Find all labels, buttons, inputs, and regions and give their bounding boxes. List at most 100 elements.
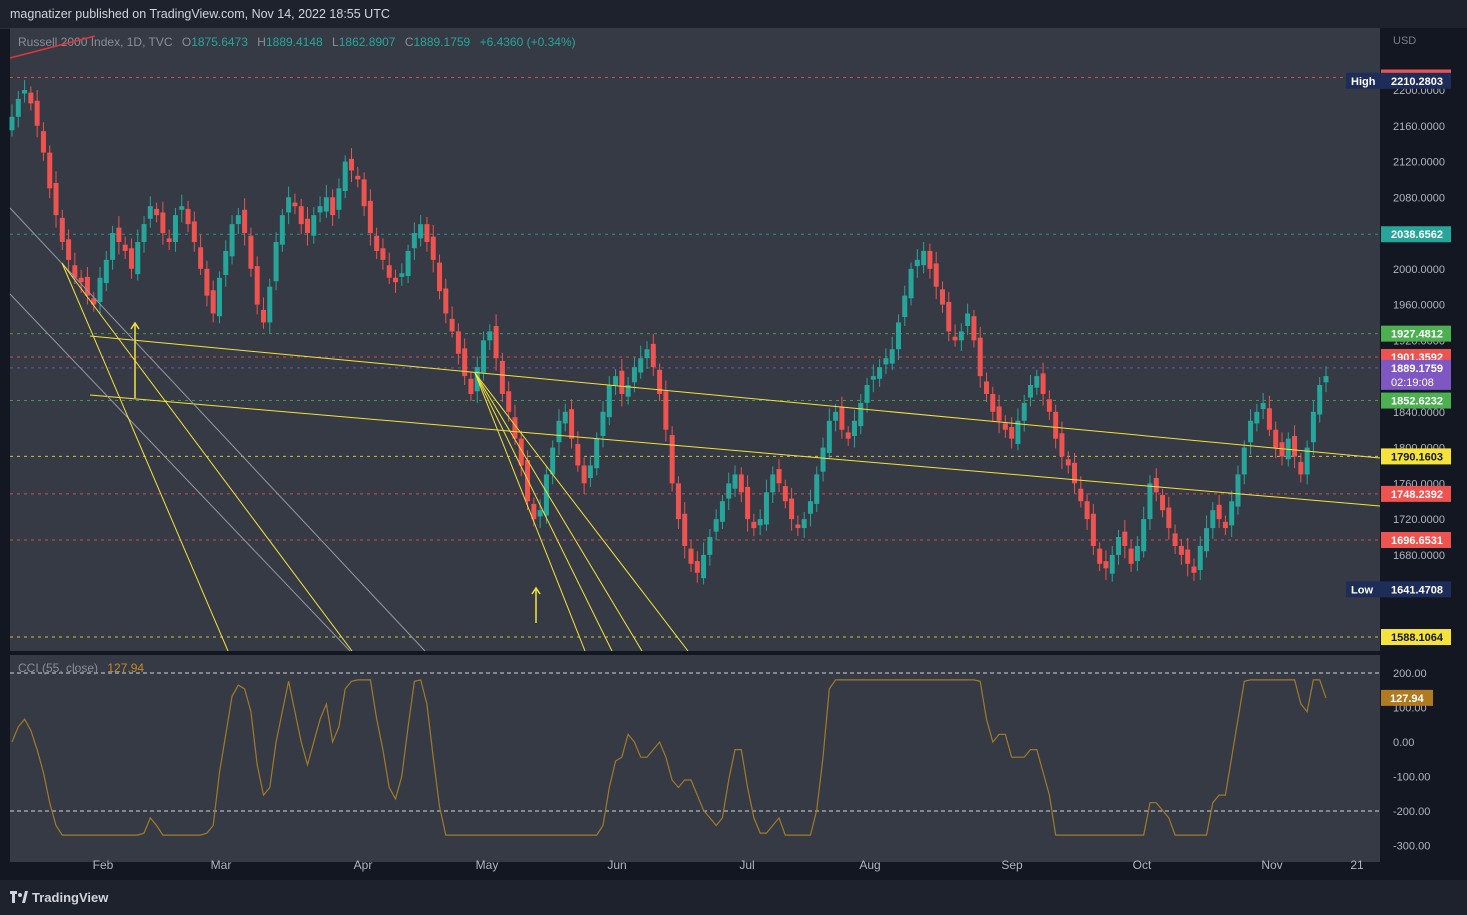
candle-body bbox=[411, 233, 417, 249]
candle-body bbox=[1266, 408, 1272, 430]
cci-value-marker bbox=[1381, 689, 1433, 706]
candle-body bbox=[260, 309, 266, 323]
candle-body bbox=[110, 233, 116, 260]
candle-body bbox=[587, 465, 593, 478]
main-pane[interactable] bbox=[10, 28, 1380, 651]
candle-body bbox=[550, 447, 556, 475]
candle-body bbox=[1009, 427, 1015, 439]
candle-body bbox=[1172, 533, 1178, 546]
candle-body bbox=[613, 376, 619, 386]
candle-body bbox=[833, 411, 839, 421]
price-marker-label: 2038.6562 bbox=[1391, 229, 1443, 241]
cci-value: 127.94 bbox=[107, 661, 144, 675]
candle-body bbox=[726, 483, 732, 499]
price-marker-label: 1696.6531 bbox=[1391, 535, 1443, 547]
candle-body bbox=[198, 247, 204, 269]
candlesticks bbox=[9, 80, 1329, 585]
candle-body bbox=[493, 326, 499, 359]
candle-body bbox=[204, 268, 210, 296]
candle-body bbox=[1292, 435, 1298, 457]
time-tick-label: 21 bbox=[1350, 858, 1364, 872]
candle-body bbox=[1028, 385, 1034, 398]
time-tick-label: Jun bbox=[607, 858, 626, 872]
candle-body bbox=[675, 483, 681, 520]
price-tick-label: 1960.0000 bbox=[1393, 300, 1445, 312]
candle-body bbox=[47, 152, 53, 189]
cci-tick-label: -300.00 bbox=[1393, 841, 1430, 853]
time-tick-label: Apr bbox=[354, 858, 373, 872]
candle-body bbox=[1015, 420, 1021, 445]
candle-body bbox=[1248, 420, 1254, 443]
price-marker bbox=[1381, 325, 1451, 342]
candle-body bbox=[619, 370, 625, 394]
chart-area[interactable]: USD 2200.00002160.00002120.00002080.0000… bbox=[0, 28, 1467, 880]
trend-line bbox=[89, 394, 1381, 507]
candle-body bbox=[311, 215, 317, 236]
candle-body bbox=[53, 182, 59, 216]
candle-body bbox=[814, 474, 820, 504]
time-tick-label: Jul bbox=[739, 858, 754, 872]
legend-close: 1889.1759 bbox=[413, 35, 470, 49]
legend-symbol: Russell 2000 Index, 1D, TVC bbox=[18, 35, 173, 49]
candle-body bbox=[543, 474, 549, 516]
arrow-head bbox=[130, 321, 140, 330]
candle-body bbox=[745, 486, 751, 520]
candle-body bbox=[669, 435, 675, 484]
cci-tick-label: -100.00 bbox=[1393, 772, 1430, 784]
legend-low: 1862.8907 bbox=[339, 35, 396, 49]
candle-body bbox=[1298, 461, 1304, 475]
candle-body bbox=[1072, 462, 1078, 484]
candle-body bbox=[1254, 411, 1260, 424]
price-marker bbox=[1381, 531, 1451, 548]
candle-body bbox=[638, 358, 644, 373]
candle-body bbox=[820, 447, 826, 472]
candle-body bbox=[128, 248, 134, 269]
candle-body bbox=[1279, 442, 1285, 457]
cci-tick-label: -200.00 bbox=[1393, 806, 1430, 818]
candle-body bbox=[694, 561, 700, 573]
price-marker bbox=[1381, 448, 1451, 465]
extreme-marker bbox=[1346, 72, 1451, 89]
candle-body bbox=[663, 391, 669, 430]
candle-body bbox=[223, 250, 229, 276]
red-drawing-line bbox=[9, 35, 96, 59]
cci-tick-label: 0.00 bbox=[1393, 737, 1414, 749]
cci-pane[interactable] bbox=[10, 655, 1380, 862]
candle-body bbox=[921, 250, 927, 266]
candle-body bbox=[179, 206, 185, 210]
candle-body bbox=[455, 331, 461, 354]
cci-legend: CCI (55, close) 127.94 bbox=[18, 661, 144, 675]
tradingview-logo-icon bbox=[10, 891, 28, 903]
time-tick-label: Oct bbox=[1133, 858, 1152, 872]
price-tick-label: 2120.0000 bbox=[1393, 157, 1445, 169]
candle-body bbox=[1103, 561, 1109, 569]
candle-body bbox=[1147, 483, 1153, 520]
candle-body bbox=[40, 131, 46, 153]
candle-body bbox=[78, 277, 84, 283]
price-markers: 127.942213.9975High2210.28032038.6562192… bbox=[1346, 69, 1451, 706]
candle-body bbox=[512, 417, 518, 439]
candle-body bbox=[135, 241, 141, 275]
candle-body bbox=[1317, 385, 1323, 415]
candle-body bbox=[304, 218, 310, 234]
time-axis: Feb Mar Apr May Jun Jul Aug Sep Oct Nov 21 bbox=[93, 858, 1364, 872]
candle-body bbox=[1046, 399, 1052, 412]
candle-body bbox=[826, 420, 832, 453]
candle-body bbox=[1273, 429, 1279, 448]
candle-body bbox=[1323, 376, 1329, 383]
candle-body bbox=[569, 409, 575, 439]
candle-body bbox=[1166, 507, 1172, 529]
footer-brand: TradingView bbox=[32, 890, 109, 905]
candle-body bbox=[631, 367, 637, 383]
price-tick-label: 1720.0000 bbox=[1393, 514, 1445, 526]
candle-body bbox=[336, 188, 342, 210]
time-tick-label: Sep bbox=[1001, 858, 1023, 872]
candle-body bbox=[248, 235, 254, 269]
candle-body bbox=[160, 212, 166, 234]
candle-body bbox=[1040, 373, 1046, 394]
candle-body bbox=[556, 420, 562, 443]
trend-line bbox=[9, 207, 426, 652]
candle-body bbox=[657, 369, 663, 394]
trend-line bbox=[474, 372, 643, 652]
cci-value-label: 127.94 bbox=[1390, 693, 1425, 705]
